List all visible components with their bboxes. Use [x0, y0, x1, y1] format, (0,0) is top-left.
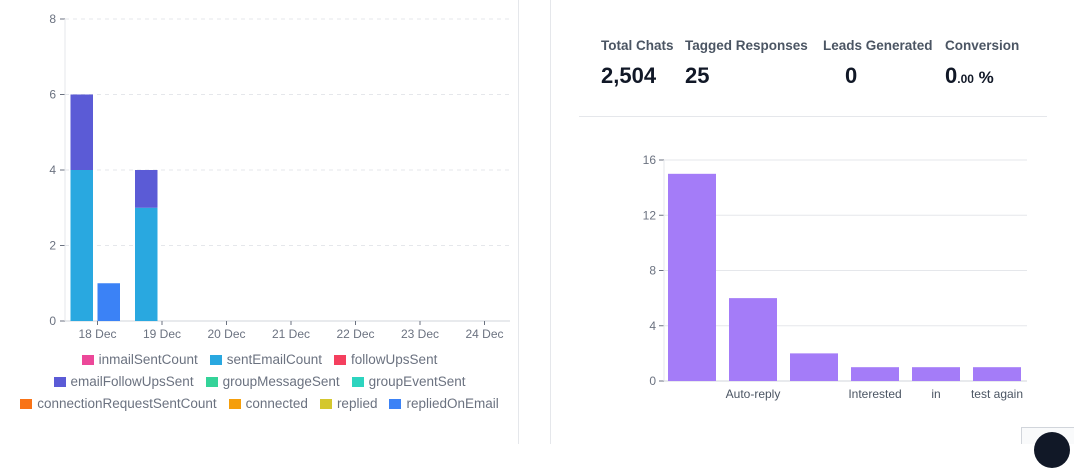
- y-tick-label: 0: [649, 374, 656, 388]
- stat-conversion: Conversion 0.00 %: [945, 38, 1019, 89]
- x-tick-label: 19 Dec: [143, 327, 181, 341]
- x-tick-label: in: [931, 387, 940, 401]
- x-tick-label: 23 Dec: [401, 327, 439, 341]
- y-tick-label: 4: [49, 163, 56, 177]
- legend-swatch: [53, 377, 66, 387]
- bar: [973, 367, 1021, 381]
- legend-label: inmailSentCount: [98, 352, 198, 367]
- legend-item[interactable]: repliedOnEmail: [389, 395, 499, 413]
- legend-swatch: [319, 399, 332, 409]
- stat-label: Tagged Responses: [685, 38, 808, 53]
- stat-label: Conversion: [945, 38, 1020, 53]
- x-tick-label: 18 Dec: [78, 327, 116, 341]
- legend-item[interactable]: connectionRequestSentCount: [20, 395, 217, 413]
- tag-responses-chart: 0 4 8 12 16 Auto-reply Interested in test again: [643, 153, 1027, 401]
- chat-launcher-button[interactable]: [1021, 427, 1074, 468]
- stat-value: 0: [845, 63, 933, 89]
- legend-swatch: [351, 377, 364, 387]
- x-tick-label: 21 Dec: [272, 327, 310, 341]
- stat-value: 25: [685, 63, 808, 89]
- legend-label: groupEventSent: [368, 374, 466, 389]
- legend-swatch: [389, 399, 402, 409]
- bar-emailFollowUpsSent: [135, 170, 158, 208]
- legend-item[interactable]: emailFollowUpsSent: [53, 373, 194, 391]
- stat-label: Leads Generated: [823, 38, 933, 53]
- daily-activity-panel: 0 2 4 6 8 18 Dec 19 Dec 20 Dec 21 Dec 22 Dec 23 De…: [0, 0, 519, 444]
- stat-total-chats: Total Chats 2,504: [601, 38, 674, 89]
- y-tick-label: 8: [649, 264, 656, 278]
- stats-divider: [579, 116, 1047, 117]
- legend-label: connectionRequestSentCount: [37, 396, 217, 411]
- y-tick-label: 16: [643, 153, 657, 167]
- bar-sentEmailCount: [70, 170, 93, 321]
- legend-item[interactable]: groupEventSent: [351, 373, 466, 391]
- legend-item[interactable]: followUpsSent: [334, 351, 437, 369]
- chat-launcher-icon: [1034, 432, 1070, 468]
- legend-label: repliedOnEmail: [406, 396, 499, 411]
- y-tick-label: 12: [643, 208, 657, 222]
- bar: [729, 298, 777, 381]
- legend-item[interactable]: sentEmailCount: [209, 351, 323, 369]
- x-tick-label: Interested: [848, 387, 901, 401]
- legend-swatch: [334, 355, 347, 365]
- y-tick-label: 6: [49, 88, 56, 102]
- daily-activity-legend: inmailSentCount sentEmailCount followUpsSe…: [0, 351, 519, 413]
- legend-label: connected: [245, 396, 308, 411]
- legend-item[interactable]: connected: [228, 395, 308, 413]
- legend-swatch: [228, 399, 241, 409]
- legend-swatch: [205, 377, 218, 387]
- legend-item[interactable]: replied: [319, 395, 378, 413]
- x-tick-label: test again: [971, 387, 1023, 401]
- x-tick-label: Auto-reply: [726, 387, 781, 401]
- bar: [790, 353, 838, 381]
- daily-activity-chart: 0 2 4 6 8 18 Dec 19 Dec 20 Dec 21 Dec 22 Dec 23 De…: [49, 12, 510, 341]
- x-tick-label: 20 Dec: [207, 327, 245, 341]
- legend-swatch: [20, 399, 33, 409]
- stat-value-number: 0: [845, 63, 858, 88]
- stat-value-decimal: .00: [957, 72, 974, 86]
- legend-label: replied: [336, 396, 378, 411]
- stat-value-number: 2,504: [601, 63, 657, 88]
- bar: [912, 367, 960, 381]
- legend-swatch: [81, 355, 94, 365]
- stat-value: 2,504: [601, 63, 674, 89]
- bar-emailFollowUpsSent: [70, 94, 93, 170]
- bar-repliedOnEmail: [97, 283, 120, 321]
- stat-leads-generated: Leads Generated 0: [823, 38, 933, 89]
- y-tick-label: 2: [49, 239, 56, 253]
- response-summary-panel: Total Chats 2,504 Tagged Responses 25 Leads …: [550, 0, 1074, 444]
- y-tick-label: 8: [49, 12, 56, 26]
- y-tick-label: 0: [49, 314, 56, 328]
- legend-swatch: [209, 355, 222, 365]
- bar-sentEmailCount: [135, 207, 158, 321]
- legend-label: emailFollowUpsSent: [70, 374, 194, 389]
- x-tick-label: 24 Dec: [465, 327, 503, 341]
- bar: [668, 173, 716, 381]
- legend-label: followUpsSent: [351, 352, 438, 367]
- stat-value: 0.00 %: [945, 63, 1019, 89]
- stat-value-number: 0: [945, 63, 958, 88]
- stat-label: Total Chats: [601, 38, 674, 53]
- stat-value-number: 25: [685, 63, 710, 88]
- legend-item[interactable]: inmailSentCount: [81, 351, 198, 369]
- bar: [851, 367, 899, 381]
- legend-label: groupMessageSent: [222, 374, 340, 389]
- stat-value-suffix: %: [973, 68, 994, 87]
- x-tick-label: 22 Dec: [336, 327, 374, 341]
- stat-tagged-responses: Tagged Responses 25: [685, 38, 808, 89]
- legend-label: sentEmailCount: [226, 352, 323, 367]
- y-tick-label: 4: [649, 319, 656, 333]
- legend-item[interactable]: groupMessageSent: [205, 373, 340, 391]
